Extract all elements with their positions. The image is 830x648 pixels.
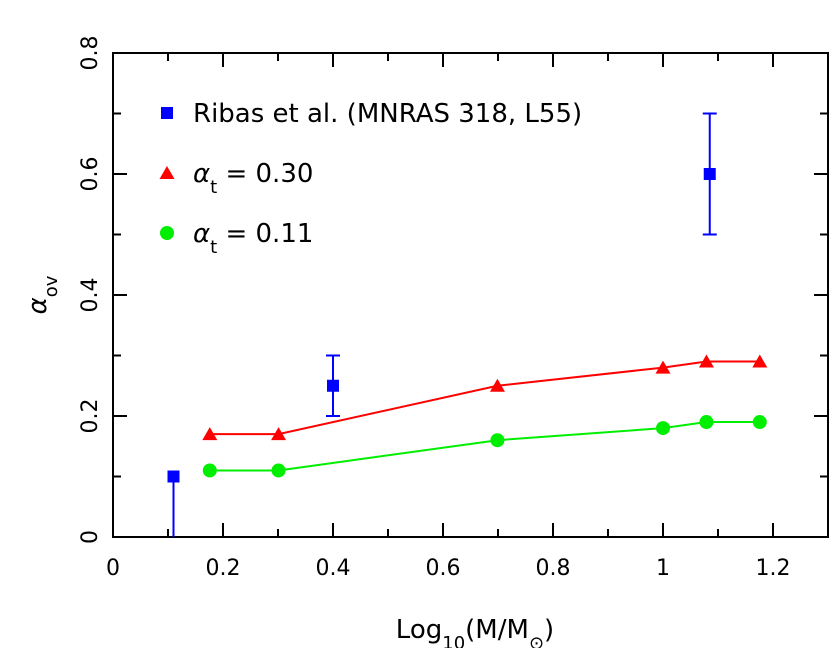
tick-labels: 0 0.2 0.4 0.6 0.8 1 1.2 0 0.2 0.4 0.6 0.8 <box>78 36 791 582</box>
y-axis-label: αov <box>23 275 62 314</box>
data-point <box>202 427 218 441</box>
data-point <box>656 421 670 436</box>
legend-marker <box>161 107 173 119</box>
series-square <box>167 112 717 537</box>
series-circle <box>202 415 767 478</box>
data-point <box>167 470 180 483</box>
y-tick-label: 0.6 <box>78 157 103 192</box>
legend: Ribas et al. (MNRAS 318, L55) αt = 0.30 αt… <box>159 99 582 258</box>
data-point <box>271 427 287 441</box>
data-point <box>490 433 505 448</box>
x-axis-label: Log10(M/M⊙) <box>396 615 554 648</box>
y-tick-label: 0.2 <box>78 399 103 434</box>
data-point <box>202 463 217 478</box>
legend-label: αt = 0.11 <box>193 219 313 258</box>
x-tick-label: 1 <box>656 556 670 581</box>
data-point <box>698 354 714 368</box>
x-tick-label: 1.2 <box>756 556 791 581</box>
legend-marker <box>159 166 175 179</box>
data-point <box>327 379 339 392</box>
y-tick-label: 0 <box>78 530 103 544</box>
data-point <box>271 463 286 478</box>
series-line <box>209 360 760 436</box>
legend-marker <box>160 226 174 240</box>
data-point <box>752 415 767 430</box>
data-point <box>699 415 714 430</box>
series-layer <box>167 112 768 537</box>
series-line <box>209 421 760 472</box>
legend-label: Ribas et al. (MNRAS 318, L55) <box>193 99 582 129</box>
x-tick-label: 0.8 <box>536 556 571 581</box>
data-point <box>752 354 768 368</box>
x-tick-label: 0 <box>106 556 120 581</box>
legend-label: αt = 0.30 <box>193 159 313 198</box>
x-tick-label: 0.2 <box>206 556 241 581</box>
data-point <box>655 360 671 374</box>
data-point <box>489 378 505 392</box>
axis-ticks <box>112 52 829 538</box>
x-tick-label: 0.4 <box>316 556 351 581</box>
y-tick-label: 0.8 <box>78 36 103 71</box>
x-tick-label: 0.6 <box>426 556 461 581</box>
y-tick-label: 0.4 <box>78 278 103 313</box>
series-triangle <box>202 354 768 441</box>
data-point <box>703 168 716 180</box>
